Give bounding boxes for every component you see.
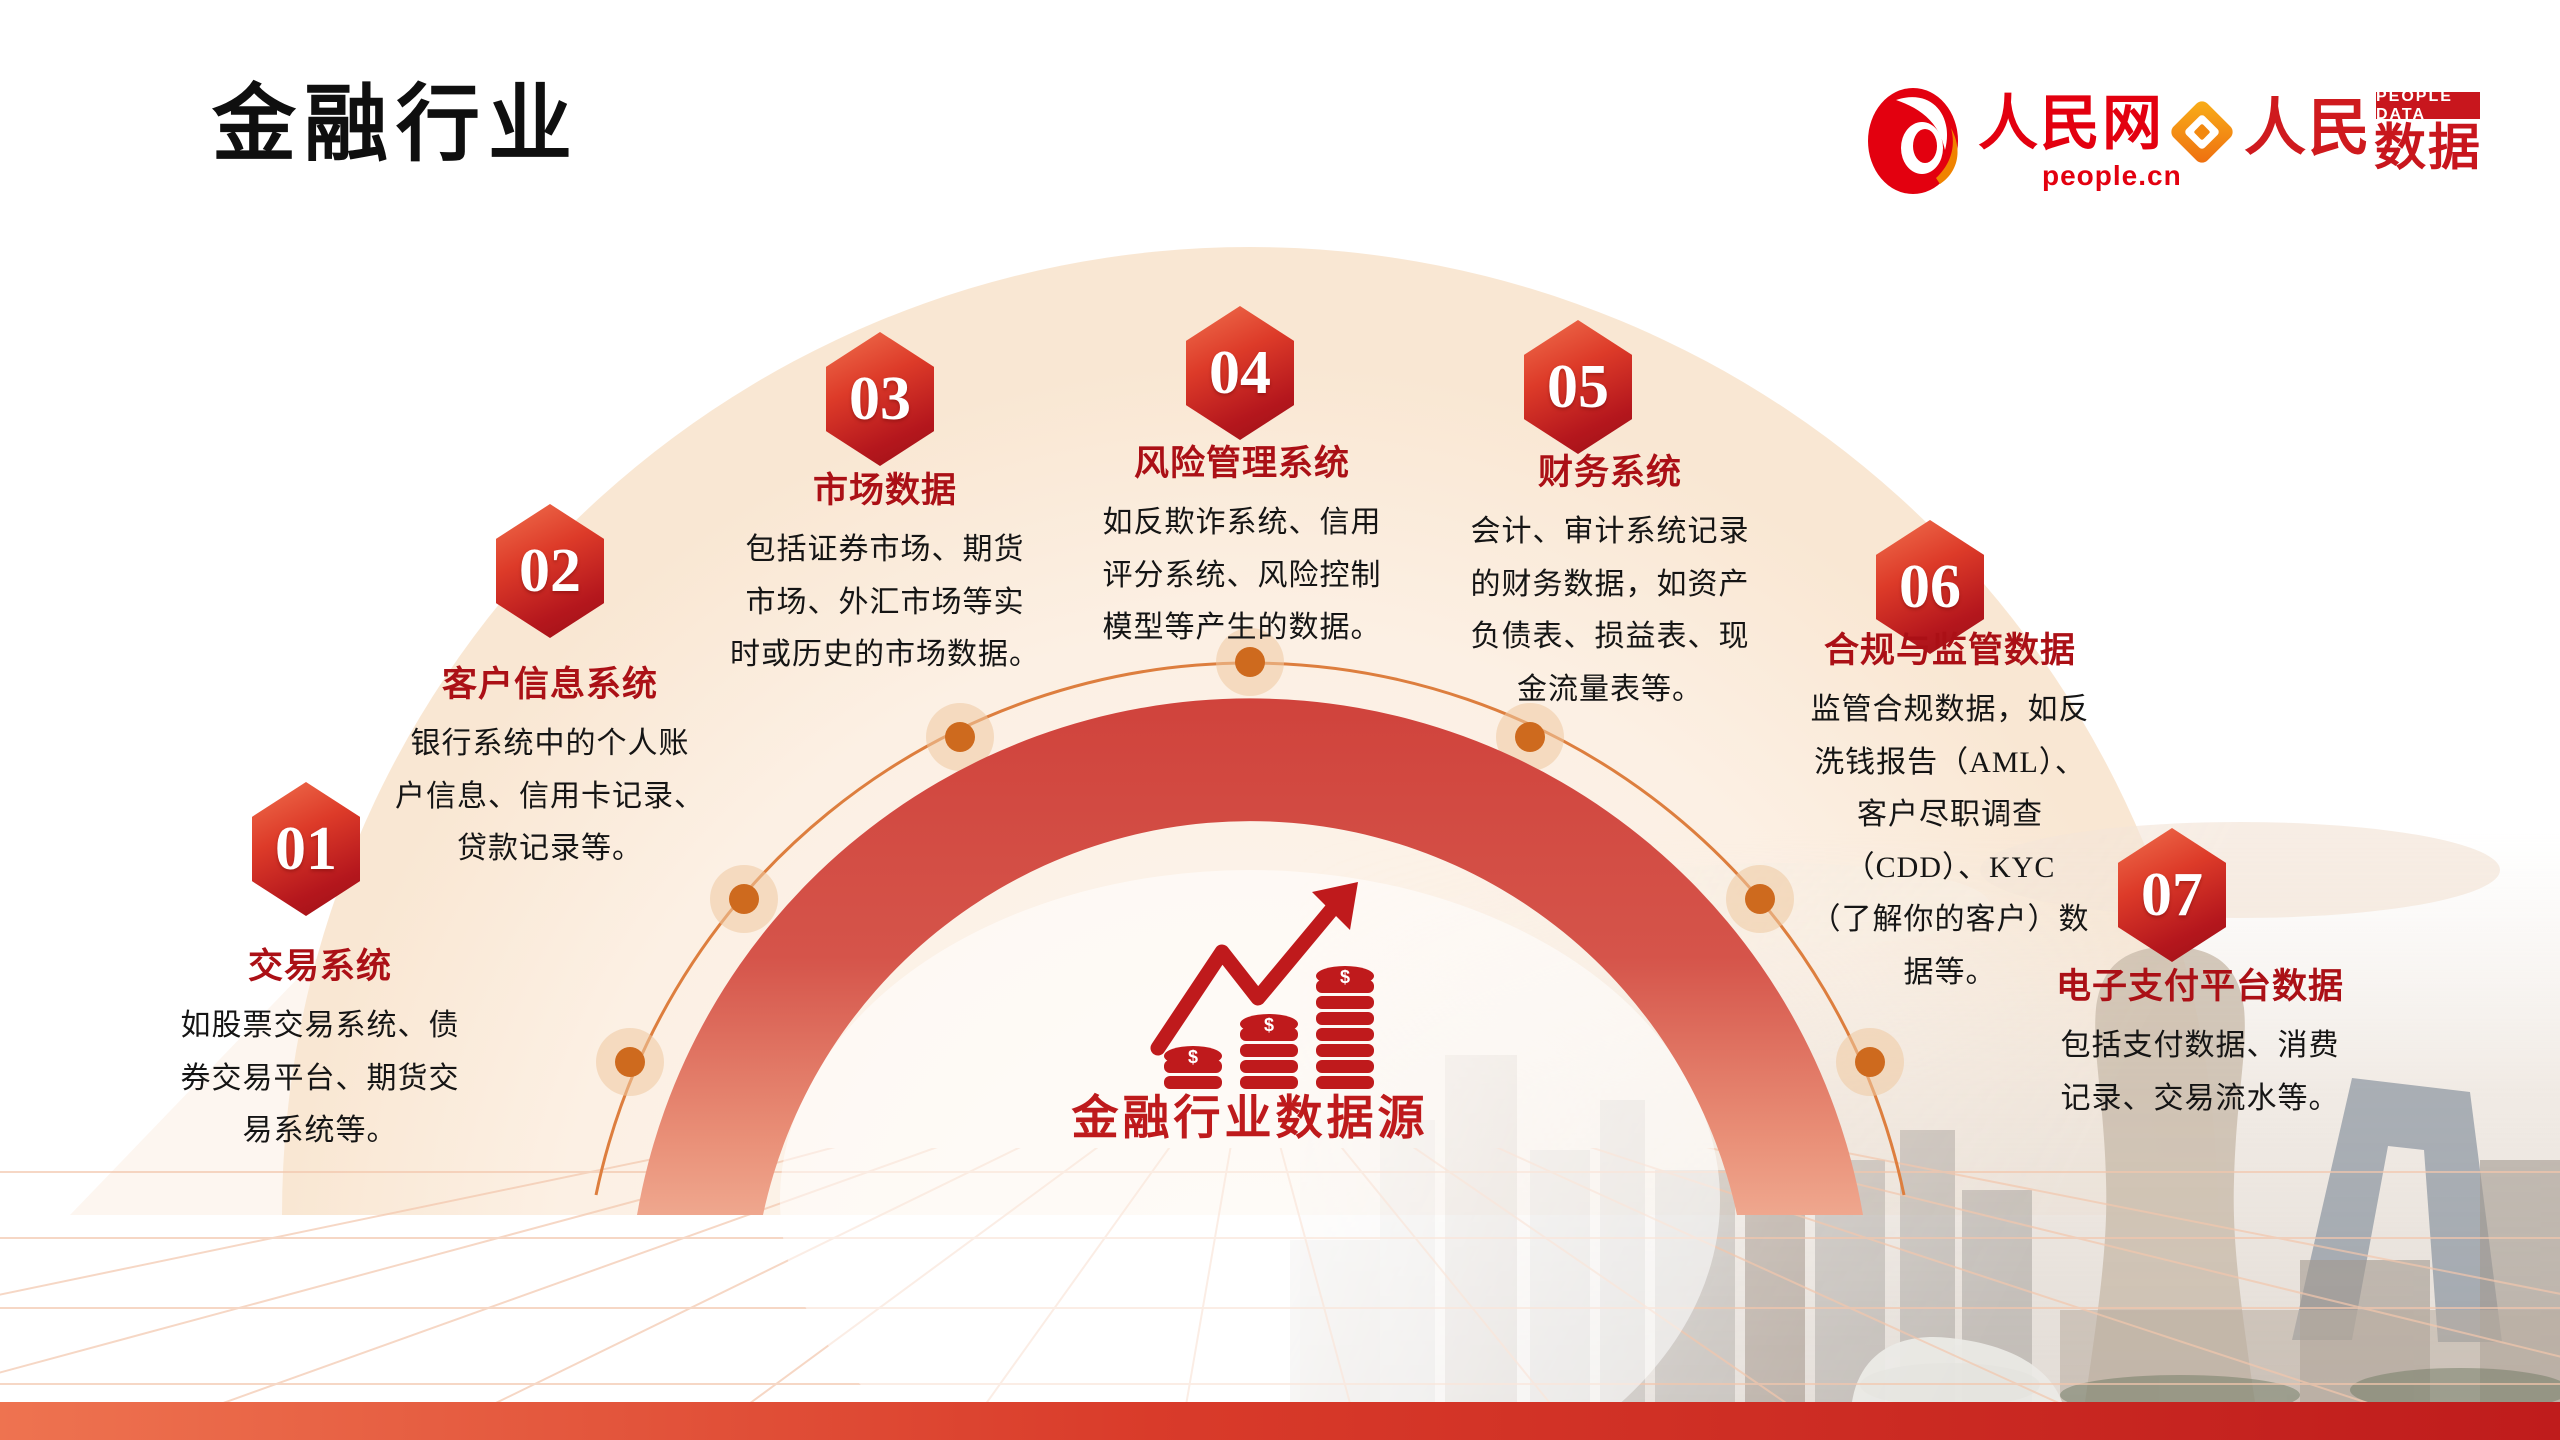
badge-01-number: 01: [275, 815, 337, 883]
item-title: 电子支付平台数据: [2055, 967, 2344, 1006]
coin-stack-small: $: [1164, 1046, 1222, 1089]
people-cn-logo-text: 人民网: [1978, 91, 2164, 157]
arrow-head: [1312, 882, 1358, 930]
people-cn-domain: people.cn: [2042, 160, 2182, 191]
item-epayment-platform-data: 电子支付平台数据 包括支付数据、消费 记录、交易流水等。: [2025, 966, 2375, 1125]
people-cn-logo-icon: [1868, 88, 1958, 194]
item-risk-management-systems: 风险管理系统 如反欺诈系统、信用 评分系统、风险控制 模型等产生的数据。: [1062, 443, 1422, 655]
item-trading-systems: 交易系统 如股票交易系统、债 券交易平台、期货交 易系统等。: [155, 946, 485, 1158]
arc-dot-7: [1836, 1028, 1904, 1096]
coin-stack-tall: $: [1316, 966, 1374, 1089]
arc-dot-2: [710, 865, 778, 933]
dollar-sign: $: [1340, 967, 1350, 987]
item-body: 包括证券市场、期货 市场、外汇市场等实 时或历史的市场数据。: [730, 533, 1040, 671]
item-title: 合规与监管数据: [1823, 631, 2076, 670]
item-title: 市场数据: [812, 471, 957, 510]
people-data-block-text: 数据: [2374, 120, 2483, 176]
item-body: 如反欺诈系统、信用 评分系统、风险控制 模型等产生的数据。: [1102, 506, 1382, 644]
people-data-logo-icon: [2171, 101, 2233, 163]
item-compliance-regulatory-data: 合规与监管数据 监管合规数据，如反 洗钱报告（AML）、 客户尽职调查 （CDD…: [1780, 630, 2120, 999]
wavy-building: [1852, 1336, 2062, 1402]
people-data-badge: PEOPLE DATA: [2376, 88, 2480, 123]
item-body: 会计、审计系统记录 的财务数据，如资产 负债表、损益表、现 金流量表等。: [1470, 515, 1750, 706]
badge-04-number: 04: [1209, 339, 1271, 407]
item-title: 风险管理系统: [1133, 444, 1350, 483]
item-body: 包括支付数据、消费 记录、交易流水等。: [2060, 1029, 2340, 1115]
badge-03-number: 03: [849, 365, 911, 433]
badge-05-number: 05: [1547, 353, 1609, 421]
dollar-sign: $: [1264, 1015, 1274, 1035]
arc-dot-4: [1216, 628, 1284, 696]
page-title: 金融行业: [212, 79, 581, 172]
item-body: 监管合规数据，如反 洗钱报告（AML）、 客户尽职调查 （CDD）、KYC （了…: [1810, 693, 2090, 989]
people-data-logo-text: 人民: [2244, 95, 2373, 163]
item-title: 交易系统: [247, 947, 392, 986]
badge-06-number: 06: [1899, 553, 1961, 621]
arc-dot-6: [1726, 865, 1794, 933]
item-title: 客户信息系统: [441, 665, 658, 704]
badge-02-number: 02: [519, 537, 581, 605]
citic-tower: [2085, 946, 2255, 1402]
item-market-data: 市场数据 包括证券市场、期货 市场、外汇市场等实 时或历史的市场数据。: [705, 470, 1065, 682]
arch-inner-glow: [780, 870, 1720, 1440]
arc-dot-1: [596, 1028, 664, 1096]
arc-dot-3: [926, 703, 994, 771]
growth-arrow: [1150, 894, 1346, 1056]
item-customer-info-systems: 客户信息系统 银行系统中的个人账 户信息、信用卡记录、 贷款记录等。: [385, 664, 715, 876]
item-title: 财务系统: [1537, 453, 1682, 492]
coins-growth-icon: $ $ $: [1150, 882, 1374, 1089]
badge-07-number: 07: [2141, 861, 2203, 929]
center-label: 金融行业数据源: [1071, 1093, 1429, 1145]
item-body: 如股票交易系统、债 券交易平台、期货交 易系统等。: [180, 1009, 460, 1147]
bottom-accent-bar: [0, 1402, 2560, 1440]
item-finance-systems: 财务系统 会计、审计系统记录 的财务数据，如资产 负债表、损益表、现 金流量表等…: [1445, 452, 1775, 716]
item-body: 银行系统中的个人账 户信息、信用卡记录、 贷款记录等。: [395, 727, 705, 865]
dollar-sign: $: [1188, 1047, 1198, 1067]
arc-dot-5: [1496, 703, 1564, 771]
main-arch: [637, 698, 1863, 1215]
coin-stack-medium: $: [1240, 1014, 1298, 1089]
arc-dots: [596, 628, 1904, 1096]
